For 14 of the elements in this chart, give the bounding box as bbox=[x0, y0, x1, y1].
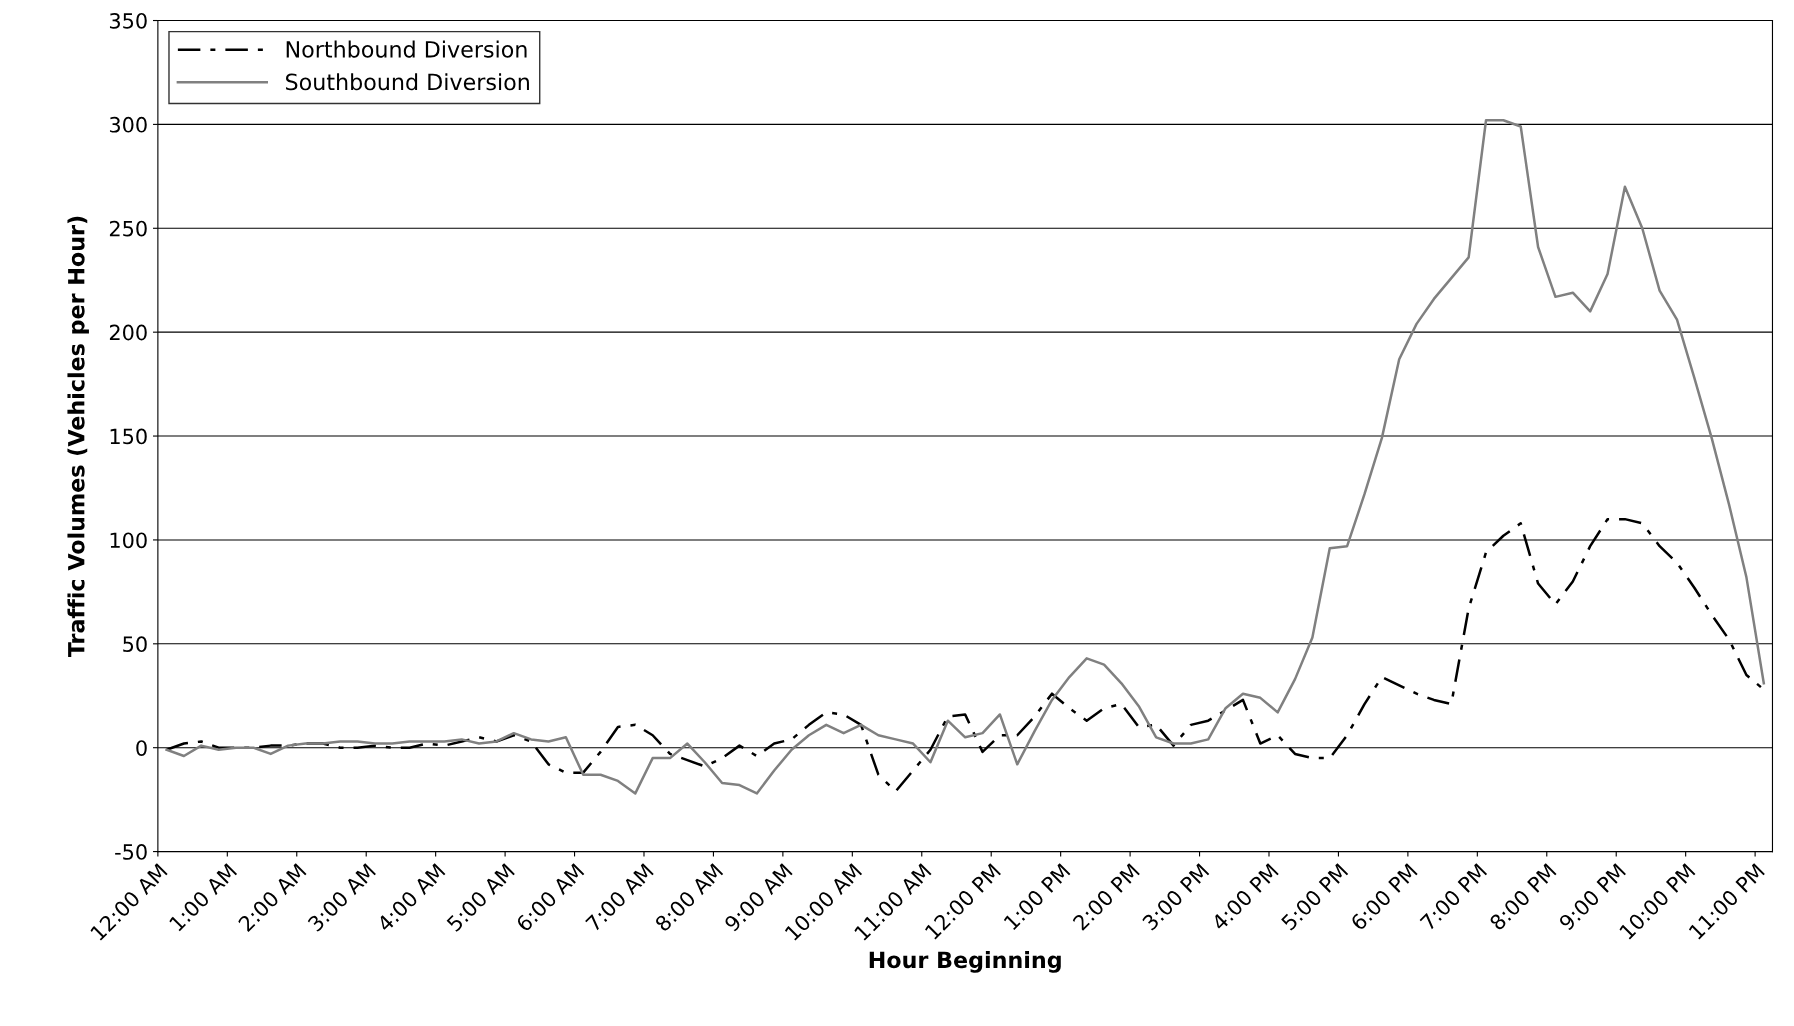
y-tick-label: 300 bbox=[109, 116, 147, 133]
line-series bbox=[165, 119, 1766, 795]
x-axis-title: Hour Beginning bbox=[869, 951, 1061, 973]
legend-label: Northbound Diversion bbox=[286, 40, 527, 58]
y-tick-label: 0 bbox=[136, 740, 147, 756]
legend-label: Southbound Diversion bbox=[286, 73, 529, 91]
y-tick-label: 200 bbox=[109, 324, 147, 341]
y-tick-label: 250 bbox=[109, 220, 147, 237]
y-tick-label: 150 bbox=[110, 428, 147, 445]
y-tick-label: 100 bbox=[110, 532, 147, 549]
y-tick-label: 350 bbox=[109, 12, 147, 29]
y-tick-label: -50 bbox=[115, 844, 147, 860]
y-axis-title: Traffic Volumes (Vehicles per Hour) bbox=[67, 216, 89, 658]
y-tick-label: 50 bbox=[123, 636, 147, 653]
